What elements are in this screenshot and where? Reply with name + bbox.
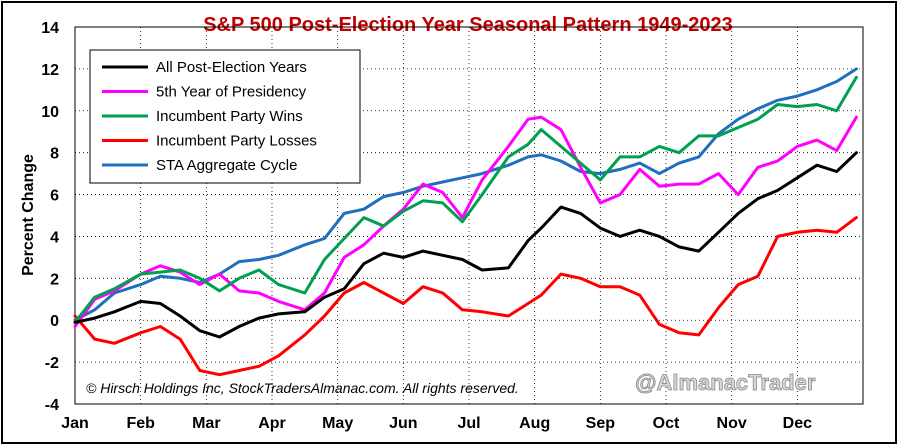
- x-tick-label: Sep: [586, 415, 616, 432]
- legend-label: 5th Year of Presidency: [156, 84, 307, 101]
- chart-title: S&P 500 Post-Election Year Seasonal Patt…: [203, 14, 733, 36]
- copyright-credit: © Hirsch Holdings Inc, StockTradersAlman…: [86, 380, 519, 396]
- x-tick-label: Apr: [258, 415, 286, 432]
- y-tick-label: 2: [50, 271, 59, 288]
- watermark: @AlmanacTrader: [635, 370, 816, 395]
- legend: All Post-Election Years 5th Year of Presi…: [89, 49, 361, 184]
- series-line-1: [73, 151, 858, 339]
- x-tick-label: Jul: [457, 415, 480, 432]
- axis-box: [74, 26, 864, 405]
- y-tick-label: 4: [50, 229, 59, 246]
- x-tick-label: Dec: [783, 415, 812, 432]
- x-tick-label: Feb: [126, 415, 155, 432]
- x-tick-label: Mar: [192, 415, 220, 432]
- x-tick-label: Jan: [61, 415, 89, 432]
- legend-label: Incumbent Party Wins: [156, 108, 303, 125]
- y-tick-label: 10: [41, 104, 59, 121]
- y-tick-label: 12: [41, 62, 59, 79]
- y-tick-label: -4: [45, 397, 59, 414]
- legend-label: Incumbent Party Losses: [156, 133, 317, 150]
- y-tick-label: -2: [45, 355, 59, 372]
- legend-label: All Post-Election Years: [156, 59, 307, 76]
- y-tick-label: 8: [50, 146, 59, 163]
- x-tick-label: Oct: [653, 415, 680, 432]
- series-line-2: [73, 115, 858, 328]
- y-tick-label: 0: [50, 313, 59, 330]
- x-tick-label: May: [322, 415, 353, 432]
- y-tick-label: 14: [41, 20, 59, 37]
- x-tick-label: Nov: [717, 415, 747, 432]
- series-line-3: [73, 75, 858, 324]
- plot-area: -4 -2 0 2 4 6 8 10 12 14 Jan Feb Mar Apr May Jun Jul Aug S…: [41, 20, 864, 432]
- y-axis-label: Percent Change: [20, 154, 37, 276]
- x-tick-label: Jun: [389, 415, 417, 432]
- x-tick-label: Aug: [519, 415, 550, 432]
- legend-label: STA Aggregate Cycle: [156, 157, 297, 174]
- series-line-4: [73, 216, 858, 377]
- y-tick-label: 6: [50, 188, 59, 205]
